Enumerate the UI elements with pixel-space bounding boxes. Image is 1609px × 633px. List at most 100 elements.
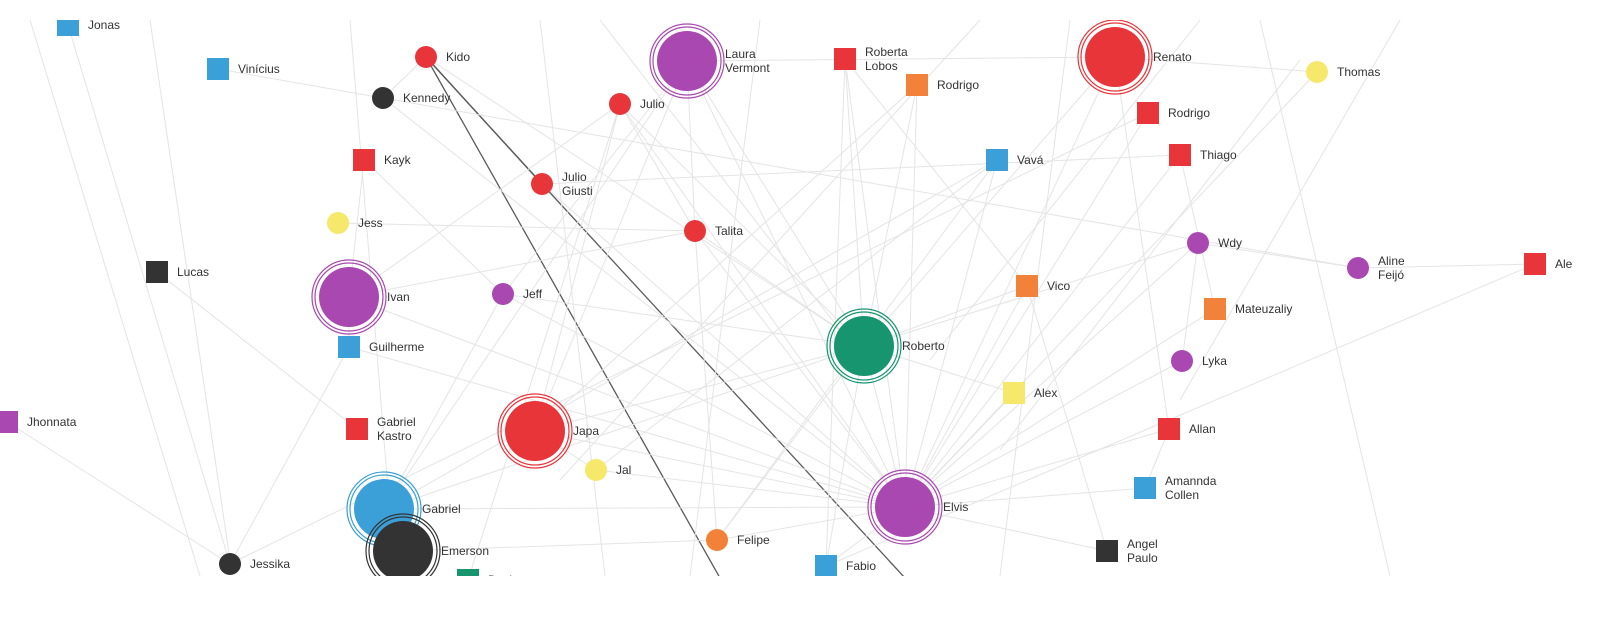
node-allan[interactable]: Allan: [1158, 418, 1216, 440]
node-guilherme[interactable]: Guilherme: [338, 336, 425, 358]
node-label-line: Angel: [1127, 537, 1158, 551]
edge: [619, 103, 906, 508]
edge: [337, 222, 696, 232]
node-fabio[interactable]: Fabio: [815, 555, 876, 577]
node-square: [1096, 540, 1118, 562]
node-ale[interactable]: Ale: [1524, 253, 1573, 275]
node-kido[interactable]: Kido: [415, 46, 470, 68]
node-square: [146, 261, 168, 283]
node-juliog[interactable]: Julio Giusti: [531, 170, 593, 198]
node-thomas[interactable]: Thomas: [1306, 61, 1380, 83]
node-kennedy[interactable]: Kennedy: [372, 87, 450, 109]
node-felipe[interactable]: Felipe: [706, 529, 770, 551]
edge: [904, 285, 1028, 508]
edge: [149, 20, 231, 561]
node-roberto[interactable]: Roberto: [826, 308, 945, 384]
edge: [402, 539, 718, 552]
node-circle: [1306, 61, 1328, 83]
node-ring: [497, 393, 573, 469]
node-ring: [652, 26, 722, 96]
node-label-line: Thiago: [1200, 148, 1237, 162]
edge: [716, 506, 906, 541]
node-renato[interactable]: Renato: [1077, 20, 1192, 95]
node-laura[interactable]: Laura Vermont: [649, 23, 770, 99]
node-vico[interactable]: Vico: [1016, 275, 1070, 297]
edge: [863, 56, 1116, 347]
edge: [29, 20, 201, 576]
node-elvis[interactable]: Elvis: [867, 469, 968, 545]
edge: [904, 154, 1181, 508]
node-julio[interactable]: Julio: [609, 93, 665, 115]
edge: [595, 159, 998, 471]
node-label-line: Roberta: [865, 45, 908, 59]
node-talita[interactable]: Talita: [684, 220, 743, 242]
node-label: Lucas: [177, 265, 209, 279]
node-vava[interactable]: Vavá: [986, 149, 1044, 171]
node-roberta[interactable]: Roberta Lobos: [834, 45, 908, 73]
node-gabrielk[interactable]: Gabriel Kastro: [346, 415, 416, 443]
node-label: Aline Feijó: [1378, 254, 1405, 282]
node-circle: [372, 87, 394, 109]
node-rodrigo1[interactable]: Rodrigo: [906, 74, 979, 96]
node-label-line: Davi: [488, 573, 512, 587]
node-japa[interactable]: Japa: [497, 393, 599, 469]
node-label-line: Wdy: [1218, 236, 1242, 250]
node-mateuzaliy[interactable]: Mateuzaliy: [1204, 298, 1292, 320]
node-aline[interactable]: Aline Feijó: [1347, 254, 1405, 282]
node-label: Lyka: [1202, 354, 1227, 368]
node-circle: [609, 93, 631, 115]
node-label-line: Rodrigo: [1168, 106, 1210, 120]
edge: [844, 58, 1028, 287]
edge: [502, 60, 688, 295]
edge: [844, 58, 906, 508]
node-vinicius[interactable]: Vinícius: [207, 58, 280, 80]
node-ivan[interactable]: Ivan: [311, 259, 410, 335]
node-jessika[interactable]: Jessika: [219, 553, 290, 575]
graph-layer: Jonas Vinícius Kido Kennedy Laura Vermont Juli…: [0, 14, 1573, 591]
node-angel[interactable]: Angel Paulo: [1096, 537, 1158, 565]
edge: [348, 296, 906, 508]
edge: [863, 84, 918, 347]
node-circle: [684, 220, 706, 242]
node-label-line: Guilherme: [369, 340, 425, 354]
highlighted-edge: [425, 56, 543, 185]
edge: [1179, 154, 1216, 310]
node-jess[interactable]: Jess: [327, 212, 383, 234]
node-label-line: Paulo: [1127, 551, 1158, 565]
node-kayk[interactable]: Kayk: [353, 149, 412, 171]
node-square: [1204, 298, 1226, 320]
node-label: Rodrigo: [1168, 106, 1210, 120]
node-emerson[interactable]: Emerson: [365, 513, 489, 588]
node-rodrigo2[interactable]: Rodrigo: [1137, 102, 1210, 124]
node-davi[interactable]: Davi: [457, 569, 512, 591]
node-label-line: Gabriel: [422, 502, 461, 516]
node-wdy[interactable]: Wdy: [1187, 232, 1242, 254]
node-label: Vinícius: [238, 62, 280, 76]
node-label-line: Laura: [725, 47, 756, 61]
node-circle: [834, 316, 894, 376]
node-lucas[interactable]: Lucas: [146, 261, 209, 283]
node-thiago[interactable]: Thiago: [1169, 144, 1237, 166]
node-jonas[interactable]: Jonas: [57, 14, 120, 36]
node-label: Gabriel Kastro: [377, 415, 416, 443]
node-label: Thomas: [1337, 65, 1380, 79]
node-label: Jeff: [523, 287, 543, 301]
node-group: Jonas Vinícius Kido Kennedy Laura Vermont Juli…: [0, 14, 1573, 591]
node-label-line: Vavá: [1017, 153, 1044, 167]
edge: [382, 97, 906, 508]
node-square: [1134, 477, 1156, 499]
node-label: Laura Vermont: [725, 47, 770, 75]
node-alex[interactable]: Alex: [1003, 382, 1057, 404]
edge: [1114, 56, 1170, 430]
node-label-line: Kayk: [384, 153, 412, 167]
node-circle: [1085, 27, 1145, 87]
node-amannda[interactable]: Amannda Collen: [1134, 474, 1217, 502]
node-jeff[interactable]: Jeff: [492, 283, 543, 305]
node-label-line: Vinícius: [238, 62, 280, 76]
node-label-line: Jal: [616, 463, 631, 477]
node-lyka[interactable]: Lyka: [1171, 350, 1227, 372]
node-jhonnata[interactable]: Jhonnata: [0, 411, 77, 433]
node-jal[interactable]: Jal: [585, 459, 631, 481]
highlighted-edge: [425, 56, 720, 576]
node-label-line: Aline: [1378, 254, 1405, 268]
